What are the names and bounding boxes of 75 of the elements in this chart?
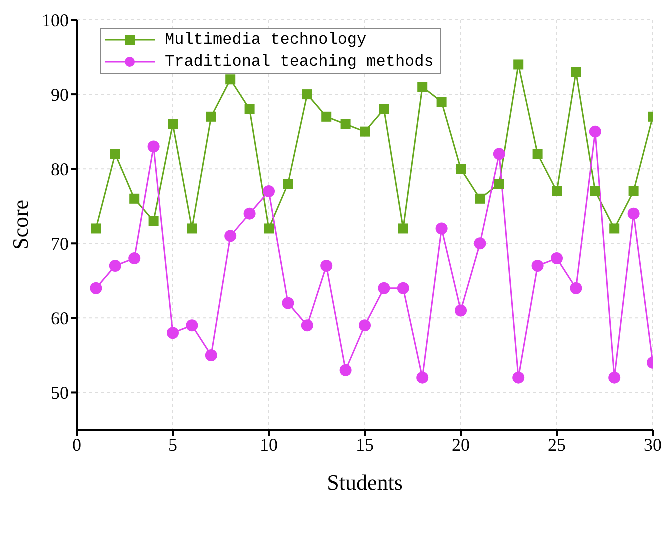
- x-tick-label: 30: [644, 434, 662, 455]
- point: [168, 119, 178, 130]
- point: [128, 252, 141, 265]
- point: [436, 222, 448, 235]
- point: [628, 208, 640, 220]
- point: [91, 224, 102, 234]
- x-tick-label: 20: [452, 434, 470, 455]
- point: [590, 186, 600, 196]
- point: [378, 282, 390, 294]
- y-tick-label: 90: [51, 84, 69, 105]
- point: [475, 194, 486, 204]
- point: [608, 372, 621, 384]
- y-tick-label: 70: [51, 234, 69, 254]
- point: [264, 224, 274, 234]
- point: [205, 349, 218, 362]
- point: [302, 90, 312, 100]
- point: [398, 224, 408, 234]
- point: [148, 140, 160, 153]
- point: [493, 148, 506, 160]
- point: [589, 126, 602, 138]
- point: [109, 260, 122, 272]
- point: [474, 238, 486, 250]
- point: [186, 320, 198, 332]
- point: [532, 149, 543, 160]
- point: [282, 297, 294, 310]
- point: [494, 179, 504, 189]
- point: [244, 104, 255, 114]
- point: [226, 74, 236, 85]
- point: [320, 260, 333, 272]
- legend-label: Traditional teaching methods: [165, 53, 434, 71]
- point: [551, 252, 563, 265]
- point: [397, 282, 410, 294]
- point: [436, 97, 447, 107]
- point: [224, 230, 237, 242]
- point: [418, 82, 428, 92]
- point: [206, 112, 216, 122]
- point: [360, 126, 370, 137]
- point: [359, 320, 371, 332]
- point: [570, 282, 582, 294]
- point: [187, 224, 198, 234]
- point: [244, 208, 256, 220]
- point: [340, 364, 352, 376]
- point: [130, 194, 140, 204]
- x-tick-label: 5: [168, 434, 178, 455]
- legend-label: Multimedia technology: [165, 31, 367, 49]
- point: [110, 149, 120, 160]
- point: [514, 60, 524, 70]
- x-axis-title: Students: [327, 470, 403, 495]
- x-tick-label: 15: [356, 434, 374, 455]
- x-tick-label: 10: [260, 434, 278, 455]
- y-tick-label: 50: [51, 383, 69, 404]
- point: [301, 320, 314, 332]
- point: [283, 179, 294, 189]
- point: [416, 372, 429, 384]
- x-tick-label: 0: [72, 434, 82, 455]
- point: [532, 260, 544, 272]
- y-tick-label: 80: [51, 159, 69, 180]
- point: [167, 327, 179, 340]
- point: [455, 304, 467, 317]
- point: [512, 372, 525, 384]
- y-tick-label: 60: [51, 308, 69, 329]
- x-tick-label: 25: [548, 434, 566, 455]
- point: [379, 104, 390, 114]
- y-tick-label: 100: [42, 10, 69, 30]
- point: [340, 119, 351, 130]
- point: [456, 164, 466, 174]
- point: [610, 224, 620, 234]
- point: [90, 282, 102, 294]
- point: [322, 112, 332, 122]
- point: [263, 185, 275, 198]
- point: [148, 216, 159, 226]
- y-axis-title: Score: [8, 200, 33, 250]
- point: [628, 186, 639, 196]
- point: [571, 67, 582, 78]
- point: [552, 186, 562, 196]
